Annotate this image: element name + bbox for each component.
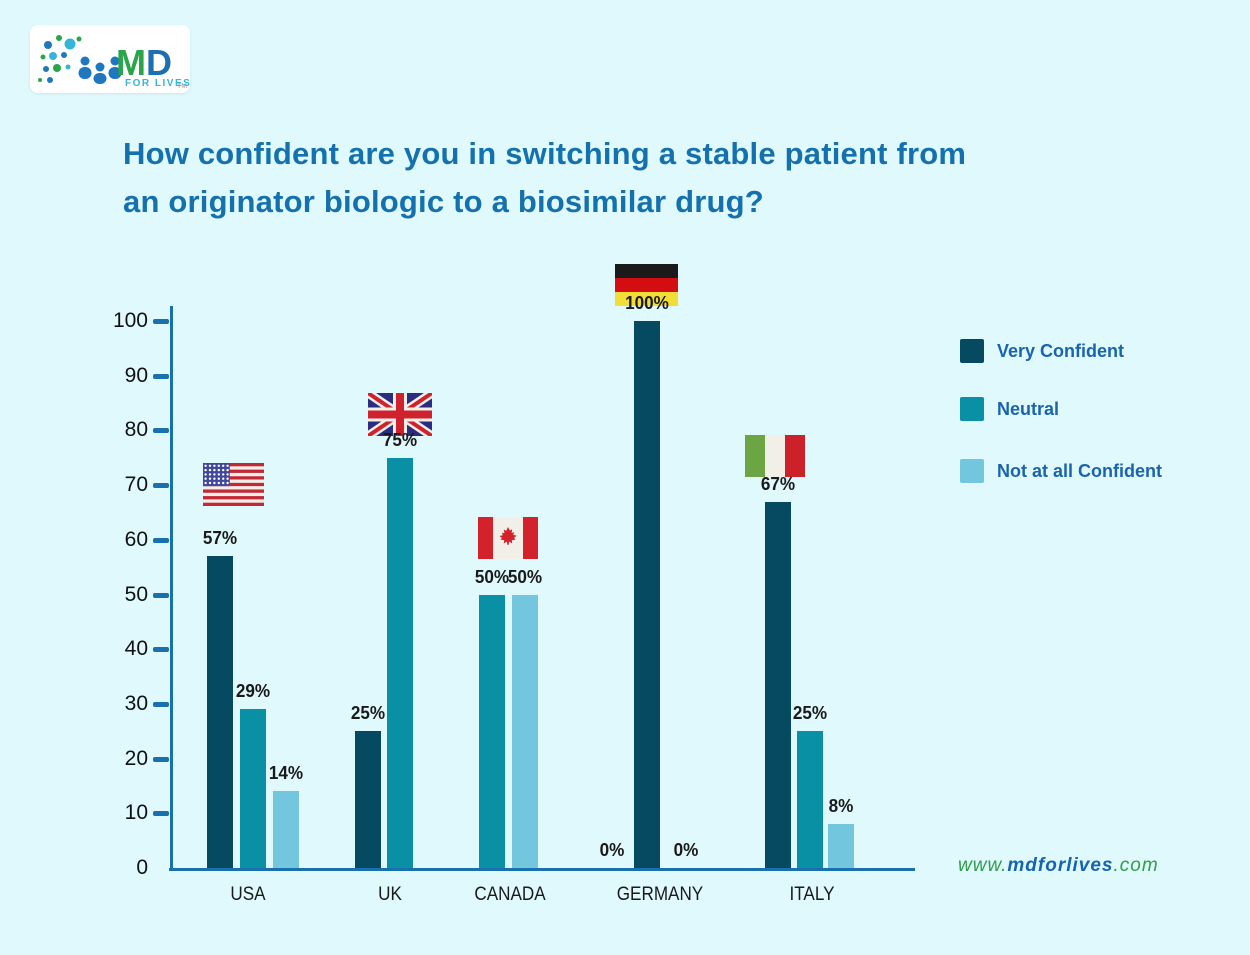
- website-suffix: .com: [1113, 855, 1159, 876]
- bar-canada-neutral: [479, 594, 505, 868]
- bar-usa-neutral: [240, 709, 266, 868]
- y-tick: [153, 537, 169, 543]
- y-tick-label: 100: [112, 309, 148, 332]
- y-tick-label: 90: [124, 363, 148, 387]
- page-title-line2: an originator biologic to a biosimilar d…: [123, 184, 764, 219]
- legend-label: Neutral: [997, 398, 1060, 419]
- y-tick-label: 30: [124, 691, 148, 715]
- mdforlives-logo: M D FOR LIVES TM: [30, 25, 190, 93]
- page-title: How confident are you in switching a sta…: [123, 130, 1163, 226]
- page-title-line1: How confident are you in switching a sta…: [123, 136, 967, 171]
- bar-value-label-uk: 75%: [382, 429, 418, 450]
- y-tick: [153, 592, 169, 598]
- very-confident-swatch: [960, 339, 984, 363]
- bar-value-label-canada: 50%: [507, 566, 543, 587]
- x-axis-label-uk: UK: [378, 884, 402, 905]
- y-tick: [153, 373, 169, 379]
- y-tick: [153, 319, 169, 324]
- canada-flag-icon: [478, 517, 538, 559]
- usa-flag-icon: [203, 463, 264, 507]
- y-tick: [153, 483, 169, 489]
- people-icon: [78, 56, 122, 84]
- y-tick-label: 40: [124, 637, 148, 661]
- bar-value-label-italy: 25%: [792, 703, 828, 724]
- bar-uk-very-confident: [355, 731, 381, 868]
- bar-value-label-germany: 100%: [625, 293, 669, 313]
- legend-item-neutral: Neutral: [960, 397, 1059, 421]
- y-tick: [153, 756, 169, 762]
- logo-tm: TM: [177, 83, 187, 90]
- x-axis-label-italy: ITALY: [789, 884, 835, 905]
- website-name: mdforlives: [1007, 855, 1114, 876]
- logo-letter-m: M: [116, 42, 146, 83]
- bar-value-label-germany: 0%: [599, 840, 625, 860]
- bar-usa-very-confident: [207, 556, 233, 868]
- logo-subtext: FOR LIVES: [125, 78, 190, 89]
- germany-flag-icon: [615, 264, 678, 306]
- bar-value-label-usa: 29%: [235, 681, 271, 702]
- x-axis-label-germany: GERMANY: [616, 884, 704, 905]
- y-tick-label: 80: [124, 418, 148, 442]
- logo-letter-d: D: [146, 42, 172, 83]
- legend-item-not-at-all-confident: Not at all Confident: [960, 459, 1162, 483]
- bar-italy-very-confident: [765, 501, 791, 868]
- legend-label: Very Confident: [997, 340, 1125, 361]
- uk-flag-icon: [365, 389, 435, 440]
- bar-value-label-italy: 67%: [760, 473, 796, 494]
- x-axis-line: [169, 868, 915, 871]
- bar-usa-not-at-all-confident: [273, 791, 299, 868]
- y-tick-label: 60: [124, 527, 148, 551]
- y-tick: [153, 811, 169, 817]
- y-tick-label: 70: [124, 473, 148, 497]
- y-tick-label: 10: [124, 801, 148, 825]
- mdforlives-logo-icon: M D FOR LIVES TM: [38, 35, 190, 90]
- bar-germany-very-confident: [634, 321, 660, 868]
- website-link[interactable]: www.mdforlives.com: [958, 855, 1159, 877]
- website-prefix: www.: [958, 855, 1008, 876]
- y-tick: [153, 647, 169, 653]
- x-axis-label-canada: CANADA: [474, 884, 546, 905]
- bar-uk-neutral: [387, 457, 413, 868]
- italy-flag-icon: [745, 435, 805, 477]
- bar-value-label-uk: 25%: [350, 703, 386, 724]
- neutral-swatch: [960, 397, 984, 421]
- x-axis-label-usa: USA: [230, 884, 266, 905]
- bar-value-label-germany: 0%: [673, 840, 699, 860]
- y-tick-label: 50: [124, 582, 148, 606]
- bar-italy-neutral: [797, 731, 823, 868]
- legend-label: Not at all Confident: [997, 460, 1162, 481]
- y-axis-line: [170, 306, 173, 871]
- bar-value-label-italy: 8%: [828, 796, 854, 817]
- bar-canada-not-at-all-confident: [512, 594, 538, 868]
- bar-value-label-usa: 14%: [268, 763, 304, 784]
- legend-item-very-confident: Very Confident: [960, 339, 1124, 363]
- y-tick-label: 0: [136, 856, 148, 879]
- y-tick-label: 20: [124, 746, 148, 770]
- bar-italy-not-at-all-confident: [828, 824, 854, 868]
- y-tick: [153, 428, 169, 434]
- bar-value-label-canada: 50%: [474, 566, 510, 587]
- y-tick: [153, 701, 169, 707]
- bar-value-label-usa: 57%: [202, 528, 238, 549]
- not-at-all-confident-swatch: [960, 459, 984, 483]
